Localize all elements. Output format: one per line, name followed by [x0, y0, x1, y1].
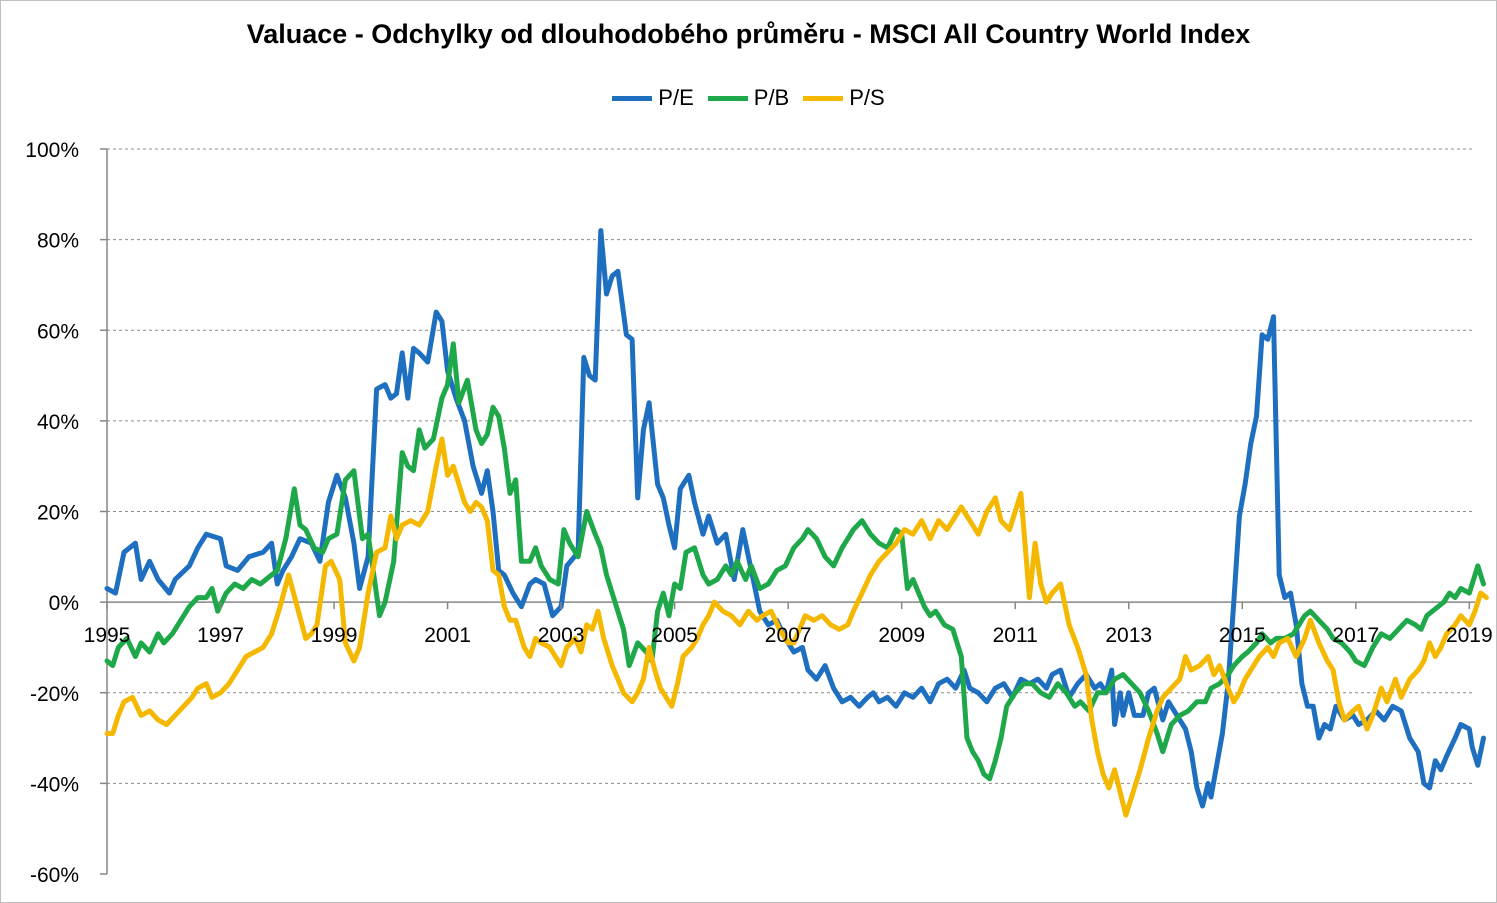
x-tick-label: 2007 [765, 624, 812, 647]
legend: P/E P/B P/S [1, 85, 1496, 111]
y-tick-label: -60% [30, 864, 79, 887]
series-line-ps [104, 436, 1489, 818]
x-tick-label: 2015 [1219, 624, 1266, 647]
y-tick-label: -20% [30, 683, 79, 706]
y-tick-label: 80% [37, 230, 79, 253]
x-tick-label: 1995 [84, 624, 131, 647]
chart-title: Valuace - Odchylky od dlouhodobého průmě… [246, 19, 1251, 49]
legend-entry: P/B [707, 85, 790, 111]
x-tick-label: 2017 [1332, 624, 1379, 647]
legend-swatch [803, 95, 844, 101]
series-line-pb [104, 341, 1486, 782]
x-tick-label: 2005 [651, 624, 698, 647]
x-tick-label: 2011 [993, 624, 1038, 647]
legend-swatch [612, 95, 653, 101]
legend-entry: P/E [612, 85, 694, 111]
y-tick-label: 20% [37, 502, 79, 525]
x-tick-label: 2013 [1105, 624, 1152, 647]
y-tick-label: 60% [37, 320, 79, 343]
y-tick-label: 40% [37, 411, 79, 434]
y-tick-label: 100% [25, 139, 79, 162]
legend-label: P/S [849, 85, 885, 110]
x-tick-label: 2003 [538, 624, 585, 647]
y-tick-label: 0% [49, 592, 79, 615]
legend-swatch [707, 95, 748, 101]
legend-label: P/B [753, 85, 790, 110]
x-tick-label: 2019 [1446, 624, 1493, 647]
x-tick-label: 1997 [197, 624, 244, 647]
series-line-pe [104, 228, 1486, 809]
y-tick-label: -40% [30, 773, 79, 796]
x-tick-label: 1999 [311, 624, 358, 647]
x-tick-label: 2009 [878, 624, 925, 647]
legend-entry: P/S [803, 85, 885, 111]
legend-label: P/E [658, 85, 694, 110]
x-tick-label: 2001 [424, 624, 471, 647]
